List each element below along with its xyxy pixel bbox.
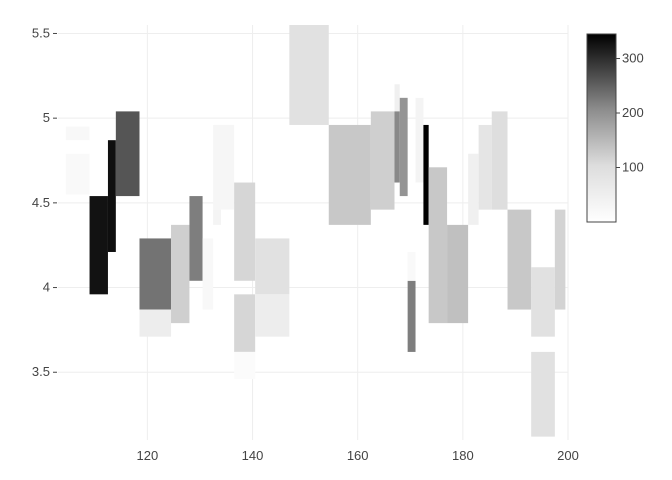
y-tick-label: 5 xyxy=(43,110,50,125)
colorbar-tick-label: 200 xyxy=(622,105,644,120)
colorbar-tick-label: 300 xyxy=(622,51,644,66)
x-tick-label: 160 xyxy=(347,448,369,463)
heatmap-tile xyxy=(289,25,329,125)
x-tick-label: 140 xyxy=(242,448,264,463)
x-tick-label: 200 xyxy=(557,448,579,463)
heatmap-tile xyxy=(255,238,290,295)
y-tick-label: 3.5 xyxy=(32,364,50,379)
heatmap-tile xyxy=(234,351,256,380)
heatmap-tile xyxy=(115,111,140,197)
heatmap-tile xyxy=(447,224,469,324)
heatmap-tile xyxy=(407,251,416,281)
heatmap-tile xyxy=(394,111,400,183)
heatmap-tile xyxy=(65,153,90,195)
axes: 120 140 160 180 200 3.5 4 4.5 5 5.5 xyxy=(32,25,579,463)
colorbar-ticks: 100 200 300 xyxy=(616,51,644,175)
heatmap-tile xyxy=(139,309,172,337)
heatmap-tile xyxy=(234,294,256,352)
heatmap-tile xyxy=(478,124,492,210)
heatmap-tile xyxy=(531,267,555,337)
heatmap-tile xyxy=(189,196,203,281)
heatmap-tile xyxy=(507,209,532,310)
y-tick-label: 4.5 xyxy=(32,195,50,210)
heatmap-tile xyxy=(107,140,116,252)
y-tick-label: 4 xyxy=(43,280,50,295)
y-tick-label: 5.5 xyxy=(32,25,50,40)
heatmap-tile xyxy=(399,97,408,197)
heatmap-tile xyxy=(255,294,290,337)
heatmap-tile xyxy=(202,238,214,310)
colorbar-gradient xyxy=(586,33,617,223)
x-tick-label: 180 xyxy=(452,448,474,463)
heatmap-tile xyxy=(415,97,424,183)
heatmap-tile xyxy=(234,182,256,281)
heatmap-tile xyxy=(554,209,566,310)
heatmap-tile xyxy=(328,124,371,225)
heatmap-tile xyxy=(491,111,508,210)
heatmap-tile xyxy=(428,167,448,324)
heatmap-tile xyxy=(423,124,429,225)
colorbar: 100 200 300 xyxy=(586,33,644,223)
heatmap-tile xyxy=(407,280,416,352)
heatmap-tile xyxy=(370,111,395,210)
heatmap-tile xyxy=(171,224,190,324)
heatmap-tile xyxy=(213,209,221,225)
colorbar-tick-label: 100 xyxy=(622,160,644,175)
heatmap-tile xyxy=(65,126,90,141)
heatmap-tile xyxy=(531,351,555,437)
heatmap-tile xyxy=(139,238,172,310)
x-tick-label: 120 xyxy=(137,448,159,463)
heatmap-tiles xyxy=(65,25,566,437)
heatmap-tile xyxy=(213,124,235,210)
heatmap-tile xyxy=(394,84,400,112)
heatmap-tile xyxy=(468,153,479,225)
heatmap-tile xyxy=(89,196,108,295)
